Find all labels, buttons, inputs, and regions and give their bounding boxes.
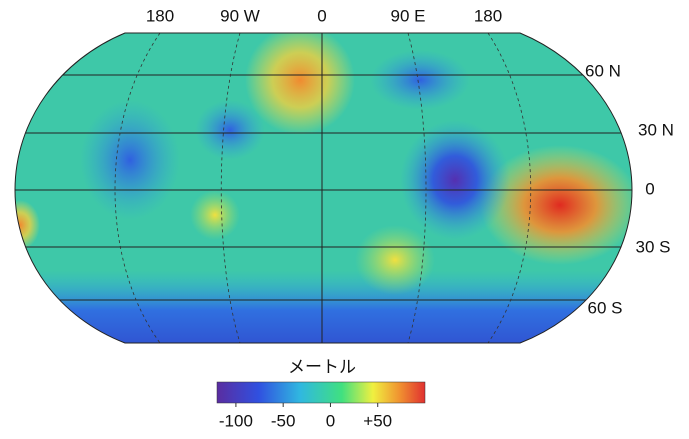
- colorbar-tick-label: 0: [326, 411, 335, 430]
- longitude-label: 180: [474, 6, 502, 25]
- colorbar-tick-label: +50: [363, 411, 392, 430]
- latitude-label: 30 S: [636, 237, 671, 256]
- colorbar-tick-label: -100: [219, 411, 253, 430]
- longitude-label: 90 W: [220, 6, 260, 25]
- map-outline: [14, 32, 633, 344]
- longitude-label: 180: [146, 6, 174, 25]
- latitude-label: 60 S: [588, 298, 623, 317]
- colorbar-tick-label: -50: [271, 411, 296, 430]
- latitude-label: 30 N: [638, 120, 674, 139]
- colorbar: [216, 381, 426, 404]
- longitude-label: 0: [317, 6, 326, 25]
- map-surface: [15, 33, 632, 343]
- colorbar-title: メートル: [288, 357, 356, 376]
- latitude-label: 60 N: [585, 61, 621, 80]
- longitude-label: 90 E: [391, 6, 426, 25]
- latitude-label: 0: [645, 179, 654, 198]
